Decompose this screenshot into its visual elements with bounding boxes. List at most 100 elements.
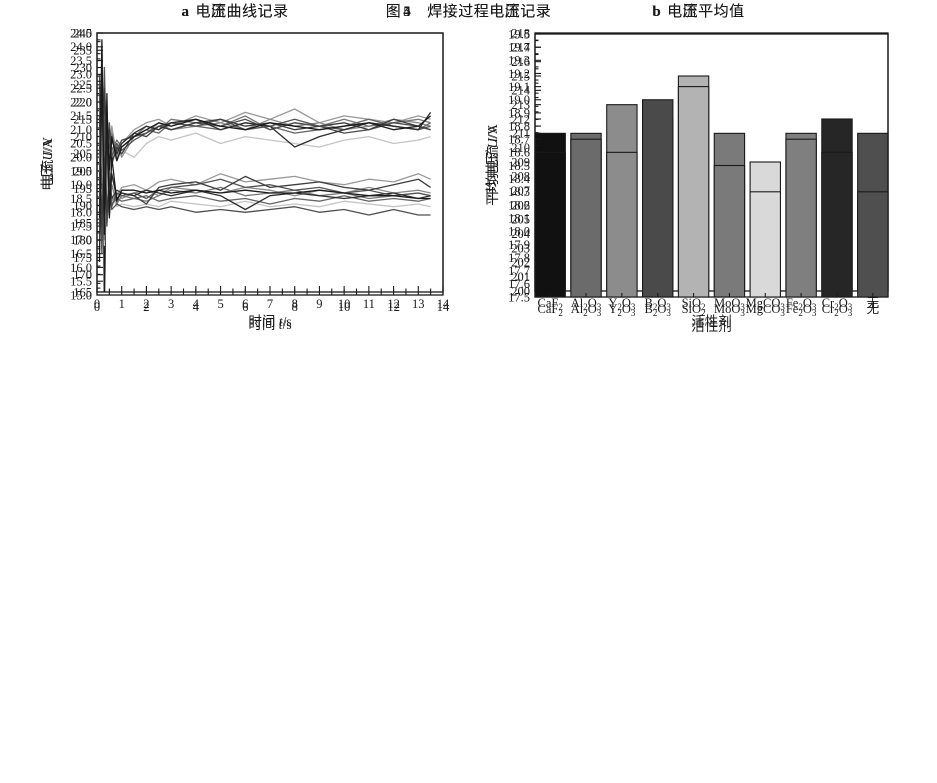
svg-text:Y2O3: Y2O3 bbox=[608, 302, 636, 318]
svg-text:20.0: 20.0 bbox=[70, 150, 92, 164]
svg-text:17.8: 17.8 bbox=[508, 251, 530, 265]
fig4-panel-a-tag: a bbox=[181, 4, 190, 20]
svg-text:190: 190 bbox=[73, 199, 92, 213]
svg-text:14: 14 bbox=[437, 297, 450, 311]
svg-text:19.5: 19.5 bbox=[70, 164, 92, 178]
svg-text:212: 212 bbox=[511, 112, 530, 126]
svg-text:220: 220 bbox=[73, 95, 92, 109]
svg-text:180: 180 bbox=[73, 234, 92, 248]
svg-text:24.0: 24.0 bbox=[70, 40, 92, 54]
svg-text:17.9: 17.9 bbox=[508, 238, 530, 252]
svg-text:21.0: 21.0 bbox=[70, 123, 92, 137]
svg-text:4: 4 bbox=[193, 297, 200, 311]
fig5-panel-a-caption: a 电压曲线记录 bbox=[0, 0, 470, 21]
svg-text:0: 0 bbox=[94, 297, 100, 311]
svg-text:18.5: 18.5 bbox=[70, 192, 92, 206]
svg-text:时间 t/s: 时间 t/s bbox=[248, 317, 291, 332]
fig5-caption-number: 5 bbox=[403, 4, 412, 20]
svg-text:17.7: 17.7 bbox=[508, 264, 530, 278]
voltage-means-svg: 17.517.617.717.817.918.018.118.218.318.4… bbox=[485, 27, 889, 334]
svg-text:209: 209 bbox=[511, 155, 530, 169]
svg-text:12: 12 bbox=[387, 297, 400, 311]
svg-text:200: 200 bbox=[73, 165, 92, 179]
svg-text:无: 无 bbox=[867, 302, 880, 316]
svg-text:170: 170 bbox=[73, 268, 92, 282]
fig4-panel-b-text: 电流平均值 bbox=[667, 4, 745, 20]
svg-text:22.0: 22.0 bbox=[70, 95, 92, 109]
svg-text:17.6: 17.6 bbox=[508, 277, 530, 291]
svg-text:214: 214 bbox=[511, 84, 531, 98]
svg-text:240: 240 bbox=[73, 26, 92, 40]
svg-text:12: 12 bbox=[387, 300, 400, 314]
fig5-panel-b-text: 电压平均值 bbox=[667, 4, 745, 20]
svg-text:18.2: 18.2 bbox=[508, 198, 530, 212]
svg-text:B2O3: B2O3 bbox=[645, 296, 672, 312]
svg-text:210: 210 bbox=[511, 141, 530, 155]
svg-text:204: 204 bbox=[511, 227, 531, 241]
svg-text:18.6: 18.6 bbox=[508, 146, 530, 160]
svg-text:165: 165 bbox=[73, 285, 92, 299]
svg-text:23.5: 23.5 bbox=[70, 54, 92, 68]
fig5-panel-b-caption: b 电压平均值 bbox=[460, 0, 937, 21]
svg-text:CaF2: CaF2 bbox=[538, 302, 563, 318]
svg-text:18.4: 18.4 bbox=[508, 172, 531, 186]
svg-text:MgCO3: MgCO3 bbox=[746, 302, 786, 318]
svg-text:202: 202 bbox=[511, 256, 530, 270]
svg-text:电压 U/V: 电压 U/V bbox=[40, 137, 55, 191]
svg-text:14: 14 bbox=[437, 300, 450, 314]
svg-text:2: 2 bbox=[143, 300, 149, 314]
svg-text:22.5: 22.5 bbox=[70, 82, 92, 96]
fig5-voltage-mean-bar-chart: 17.5 17.6 17.7 17.8 17.9 18.0 18.1 18.2 18.3 18.4… bbox=[460, 0, 937, 345]
svg-text:19.4: 19.4 bbox=[508, 41, 531, 55]
svg-text:活性剂: 活性剂 bbox=[691, 319, 732, 334]
fig5-panel-a-tag: a bbox=[181, 4, 190, 20]
svg-text:Al2O3: Al2O3 bbox=[571, 302, 602, 318]
svg-text:电流 I/A: 电流 I/A bbox=[40, 138, 55, 187]
fig5-voltage-curves-chart: 15.0 15.5 16.0 16.5 17.0 17.5 18.0 18.5 19.0 19.5… bbox=[0, 0, 470, 345]
svg-text:208: 208 bbox=[511, 170, 530, 184]
svg-text:200: 200 bbox=[511, 284, 530, 298]
fig4-caption-label: 图 bbox=[385, 4, 402, 20]
svg-text:Fe2O3: Fe2O3 bbox=[786, 302, 817, 318]
svg-text:17.5: 17.5 bbox=[70, 219, 92, 233]
svg-text:6: 6 bbox=[242, 297, 248, 311]
svg-text:230: 230 bbox=[73, 61, 92, 75]
svg-text:18.8: 18.8 bbox=[508, 119, 530, 133]
fig4-panel-a-caption: a 电流曲线记录 bbox=[0, 0, 470, 21]
svg-text:18.9: 18.9 bbox=[508, 106, 530, 120]
svg-text:SiO2: SiO2 bbox=[682, 296, 706, 312]
svg-text:15.0: 15.0 bbox=[70, 288, 92, 302]
svg-text:19.2: 19.2 bbox=[508, 67, 530, 81]
svg-text:21.5: 21.5 bbox=[70, 109, 92, 123]
svg-text:175: 175 bbox=[73, 251, 92, 265]
svg-text:18.0: 18.0 bbox=[508, 225, 530, 239]
svg-text:10: 10 bbox=[338, 300, 351, 314]
svg-text:Cr2O3: Cr2O3 bbox=[822, 296, 853, 312]
svg-text:18.3: 18.3 bbox=[508, 185, 530, 199]
svg-text:216: 216 bbox=[511, 55, 530, 69]
svg-text:B2O3: B2O3 bbox=[645, 302, 672, 318]
fig4-panel-b-caption: b 电流平均值 bbox=[460, 0, 937, 21]
svg-text:207: 207 bbox=[511, 184, 530, 198]
svg-text:SiO2: SiO2 bbox=[682, 302, 706, 318]
svg-text:205: 205 bbox=[73, 147, 92, 161]
svg-text:Cr2O3: Cr2O3 bbox=[822, 302, 853, 318]
svg-text:8: 8 bbox=[292, 297, 298, 311]
svg-text:211: 211 bbox=[512, 127, 530, 141]
svg-text:6: 6 bbox=[242, 300, 248, 314]
svg-text:201: 201 bbox=[511, 270, 530, 284]
svg-text:11: 11 bbox=[363, 297, 375, 311]
fig4-caption-title: 焊接过程电流记录 bbox=[427, 4, 552, 20]
fig5-caption: 图 5 焊接过程电压记录 bbox=[0, 0, 937, 21]
svg-text:24.5: 24.5 bbox=[70, 26, 92, 40]
svg-text:195: 195 bbox=[73, 182, 92, 196]
svg-text:4: 4 bbox=[193, 300, 200, 314]
svg-text:203: 203 bbox=[511, 241, 530, 255]
svg-text:20.5: 20.5 bbox=[70, 137, 92, 151]
svg-text:218: 218 bbox=[511, 26, 530, 40]
svg-text:17.5: 17.5 bbox=[508, 290, 530, 304]
svg-text:18.1: 18.1 bbox=[508, 211, 530, 225]
svg-text:225: 225 bbox=[73, 78, 92, 92]
svg-text:215: 215 bbox=[511, 69, 530, 83]
